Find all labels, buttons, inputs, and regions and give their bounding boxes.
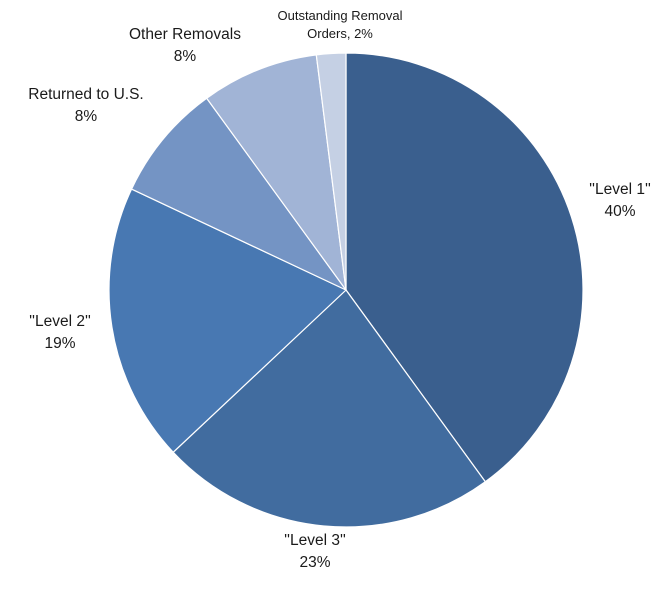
pie-label-name: Outstanding Removal [277, 8, 402, 23]
pie-label-name: ''Level 3'' [284, 532, 346, 549]
pie-label-name: ''Level 1'' [589, 181, 651, 198]
pie-slice-5 [205, 54, 347, 291]
pie-slice-3 [108, 188, 348, 454]
pie-label-6: Outstanding Removal Orders, 2% [277, 8, 402, 41]
pie-label-4: Returned to U.S. 8% [28, 86, 143, 125]
pie-slices [108, 52, 584, 528]
pie-labels: ''Level 1'' 40% ''Level 3'' 23% ''Level 2'' 1… [28, 8, 651, 571]
pie-label-value: 23% [299, 554, 330, 571]
pie-slice-6 [315, 52, 347, 291]
pie-slice-1 [345, 52, 584, 483]
pie-label-3: ''Level 2'' 19% [29, 313, 91, 352]
pie-label-1: ''Level 1'' 40% [589, 181, 651, 220]
pie-label-5: Other Removals 8% [129, 26, 241, 65]
pie-label-value: 40% [604, 203, 635, 220]
pie-label-value: 8% [174, 48, 197, 65]
pie-label-2: ''Level 3'' 23% [284, 532, 346, 571]
pie-slice-4 [130, 97, 347, 291]
pie-label-name: Returned to U.S. [28, 86, 143, 103]
pie-label-name: Orders, 2% [307, 26, 373, 41]
pie-label-name: Other Removals [129, 26, 241, 43]
pie-label-value: 19% [44, 335, 75, 352]
pie-label-value: 8% [75, 108, 98, 125]
pie-slice-2 [172, 289, 487, 528]
pie-label-name: ''Level 2'' [29, 313, 91, 330]
